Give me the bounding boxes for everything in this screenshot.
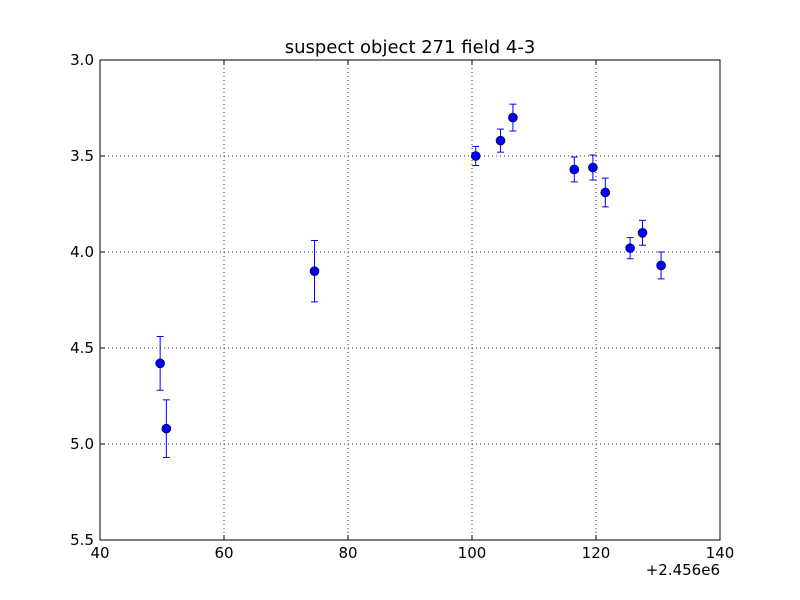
- y-tick-label: 3.0: [70, 51, 94, 69]
- x-offset-label: +2.456e6: [646, 561, 720, 579]
- axis-ticks: 40 60 80 100 120 140 3.0 3.5 4.0 4.5 5.0 5.5: [70, 51, 734, 562]
- data-point: [161, 399, 172, 458]
- grid-lines: [100, 60, 720, 540]
- data-point: [600, 177, 611, 208]
- point-marker: [155, 358, 165, 369]
- chart-title: suspect object 271 field 4-3: [285, 37, 536, 58]
- data-point: [588, 154, 598, 181]
- point-marker: [470, 151, 481, 161]
- x-tick-label: 40: [90, 544, 109, 562]
- y-tick-label: 3.5: [70, 147, 94, 165]
- y-tick-label: 5.5: [70, 531, 94, 549]
- data-point: [470, 145, 481, 167]
- x-tick-label: 60: [214, 544, 233, 562]
- x-tick-label: 80: [338, 544, 357, 562]
- point-marker: [637, 228, 648, 238]
- point-marker: [309, 266, 320, 277]
- y-tick-label: 4.5: [70, 339, 94, 357]
- y-tick-label: 5.0: [70, 435, 94, 453]
- data-point: [625, 237, 635, 260]
- data-point: [155, 335, 165, 391]
- x-tick-label: 100: [458, 544, 487, 562]
- point-marker: [588, 162, 598, 173]
- point-marker: [569, 164, 580, 175]
- data-points: [155, 103, 666, 458]
- x-tick-label: 120: [582, 544, 611, 562]
- point-marker: [656, 260, 666, 271]
- point-marker: [508, 112, 518, 123]
- data-point: [656, 251, 666, 280]
- point-marker: [161, 423, 172, 434]
- point-marker: [495, 135, 506, 146]
- data-point: [569, 156, 580, 183]
- x-tick-label: 140: [706, 544, 735, 562]
- point-marker: [625, 243, 635, 253]
- data-point: [495, 128, 506, 153]
- point-marker: [600, 187, 611, 198]
- data-point: [508, 103, 518, 132]
- data-point: [637, 219, 648, 246]
- plot-frame: [99, 59, 721, 541]
- y-tick-label: 4.0: [70, 243, 94, 261]
- data-point: [309, 239, 320, 303]
